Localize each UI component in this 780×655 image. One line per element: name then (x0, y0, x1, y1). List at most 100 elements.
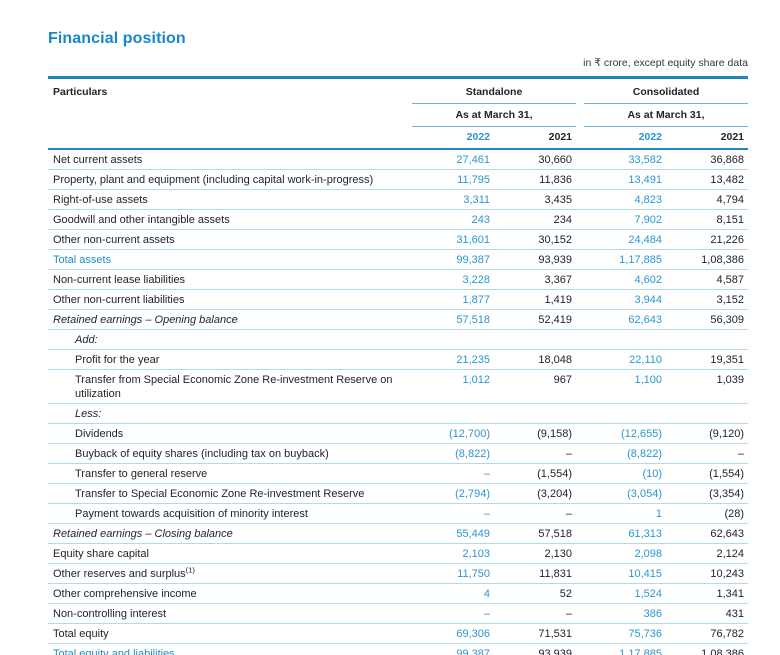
superscript-marker: (1) (185, 564, 195, 574)
row-value: 11,836 (539, 173, 572, 186)
header-group-standalone: Standalone (412, 79, 576, 104)
row-value: 57,518 (538, 527, 572, 540)
row-label: Total equity (53, 627, 109, 640)
row-value: 93,939 (538, 647, 572, 655)
row-value: – (483, 467, 490, 480)
table-row: Retained earnings – Opening balance 57,51… (48, 310, 748, 330)
row-label: Dividends (75, 427, 124, 440)
row-value: 2,124 (716, 547, 744, 560)
table-row: Non-current lease liabilities 3,228 3,367 4… (48, 270, 748, 290)
row-value: (2,794) (455, 487, 490, 500)
row-label: Profit for the year (75, 353, 160, 366)
row-value: 3,152 (716, 293, 744, 306)
row-value: 10,243 (710, 567, 744, 580)
row-value: 2,130 (544, 547, 572, 560)
header-particulars: Particulars (53, 86, 108, 98)
row-value: 56,309 (710, 313, 744, 326)
row-value: 10,415 (628, 567, 662, 580)
table-row: Dividends (12,700) (9,158) (12,655) (9,120) (48, 424, 748, 444)
row-value: (10) (642, 467, 662, 480)
row-value: 75,736 (628, 627, 662, 640)
table-row: Other non-current assets 31,601 30,152 24,4… (48, 230, 748, 250)
row-value: 1,039 (716, 373, 744, 386)
header-years-gap (576, 127, 584, 148)
row-value: 2,098 (634, 547, 662, 560)
row-value: 3,435 (544, 193, 572, 206)
header-year-consolidated-2022: 2022 (638, 131, 662, 143)
row-label: Goodwill and other intangible assets (53, 213, 230, 226)
row-value: 36,868 (710, 153, 744, 166)
row-value: 967 (553, 373, 572, 386)
row-value: 4,794 (716, 193, 744, 206)
table-row: Non-controlling interest – – 386 431 (48, 604, 748, 624)
row-value: (3,204) (537, 487, 572, 500)
financial-position-table: Particulars Standalone Consolidated As a… (48, 76, 748, 655)
row-value: 1,012 (462, 373, 490, 386)
row-value: 33,582 (628, 153, 662, 166)
row-value: 11,795 (457, 173, 490, 186)
row-value: 18,048 (538, 353, 572, 366)
row-value: 1,100 (634, 373, 662, 386)
unit-note: in ₹ crore, except equity share data (583, 57, 748, 69)
row-value: 19,351 (710, 353, 744, 366)
table-row: Other non-current liabilities 1,877 1,419 3… (48, 290, 748, 310)
row-value: 1,08,386 (701, 647, 744, 655)
row-value: 99,387 (456, 647, 490, 655)
row-value: 2,103 (462, 547, 490, 560)
row-value: 13,482 (710, 173, 744, 186)
row-value: 1,341 (716, 587, 744, 600)
row-value: (3,354) (709, 487, 744, 500)
row-value: 11,750 (457, 567, 490, 580)
row-label: Non-current lease liabilities (53, 273, 186, 286)
row-value: 4,823 (634, 193, 662, 206)
table-body: Net current assets 27,461 30,660 33,582 36,8… (48, 150, 748, 655)
row-value: – (565, 607, 572, 620)
row-label: Other comprehensive income (53, 587, 197, 600)
table-row: Profit for the year 21,235 18,048 22,110 19,… (48, 350, 748, 370)
row-value: 3,311 (463, 193, 490, 206)
table-row: Add: (48, 330, 748, 350)
header-group-row: Particulars Standalone Consolidated (48, 79, 748, 104)
row-value: 62,643 (628, 313, 662, 326)
row-value: 30,660 (538, 153, 572, 166)
row-value: 1,877 (462, 293, 490, 306)
table-row: Payment towards acquisition of minority … (48, 504, 748, 524)
table-header: Particulars Standalone Consolidated As a… (48, 79, 748, 150)
row-value: 3,228 (462, 273, 490, 286)
row-value: 31,601 (456, 233, 490, 246)
row-label: Net current assets (53, 153, 143, 166)
header-subheader-consolidated: As at March 31, (584, 104, 748, 127)
row-value: 11,831 (539, 567, 572, 580)
row-value: 431 (725, 607, 744, 620)
row-value: 4,602 (634, 273, 662, 286)
row-value: 21,226 (710, 233, 744, 246)
row-label: Transfer to general reserve (75, 467, 208, 480)
row-value: 234 (553, 213, 572, 226)
row-value: – (737, 447, 744, 460)
row-value: (1,554) (709, 467, 744, 480)
row-label: Other reserves and surplus(1) (53, 564, 195, 580)
row-value: 13,491 (628, 173, 662, 186)
row-value: (9,120) (709, 427, 744, 440)
table-row: Buyback of equity shares (including tax … (48, 444, 748, 464)
row-value: 52 (559, 587, 572, 600)
row-value: 4 (483, 587, 490, 600)
row-value: 4,587 (716, 273, 744, 286)
row-value (412, 404, 494, 409)
row-label: Right-of-use assets (53, 193, 148, 206)
row-value: 30,152 (538, 233, 572, 246)
row-value: 21,235 (456, 353, 490, 366)
row-label: Non-controlling interest (53, 607, 167, 620)
table-row: Right-of-use assets 3,311 3,435 4,823 4,794 (48, 190, 748, 210)
header-year-standalone-2022: 2022 (466, 131, 490, 143)
row-value: 1 (655, 507, 662, 520)
row-value: 52,419 (538, 313, 572, 326)
table-row: Total equity and liabilities 99,387 93,939… (48, 644, 748, 655)
row-label: Equity share capital (53, 547, 149, 560)
table-row: Less: (48, 404, 748, 424)
row-value: – (565, 447, 572, 460)
row-value: – (565, 507, 572, 520)
table-row: Property, plant and equipment (including… (48, 170, 748, 190)
row-value: 71,531 (538, 627, 572, 640)
row-label: Less: (75, 407, 102, 420)
